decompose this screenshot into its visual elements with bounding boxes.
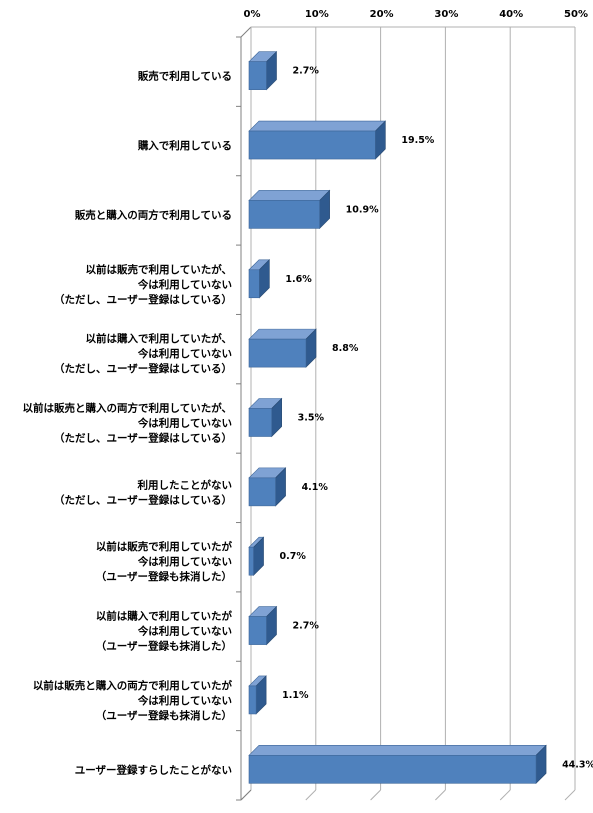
x-tick-label: 20%: [370, 9, 394, 20]
bar: [248, 397, 283, 438]
data-label: 3.5%: [298, 413, 325, 424]
category-label-line: 今は利用していない: [137, 417, 232, 430]
category-label-line: （ただし、ユーザー登録はしている）: [54, 493, 232, 506]
category-label-line: 以前は購入で利用していたが: [96, 610, 233, 623]
category-label-line: 今は利用していない: [137, 694, 232, 707]
x-tick-label: 10%: [305, 9, 329, 20]
x-tick-label: 40%: [499, 9, 523, 20]
category-label-line: 利用したことがない: [138, 478, 233, 491]
x-tick-labels: 0% 10% 20% 30% 40% 50%: [244, 9, 588, 20]
category-label-line: 購入で利用している: [137, 139, 232, 152]
category-label-line: （ユーザー登録も抹消した）: [96, 709, 232, 722]
bar: [248, 744, 547, 785]
bar: [248, 189, 331, 230]
floor-gridline: [499, 789, 511, 801]
bar-front-face: [248, 269, 260, 299]
data-label: 2.7%: [292, 66, 319, 77]
data-label: 44.3%: [562, 759, 593, 770]
category-label-line: 今は利用していない: [137, 278, 232, 291]
category-label-line: 以前は購入で利用していたが、: [86, 332, 232, 345]
category-label-line: （ユーザー登録も抹消した）: [96, 640, 232, 653]
category-label-line: 以前は販売と購入の両方で利用していたが、: [23, 402, 232, 415]
data-label: 1.6%: [285, 274, 312, 285]
bar: [248, 675, 267, 715]
category-label-line: （ただし、ユーザー登録はしている）: [54, 293, 232, 306]
category-label: 販売と購入の両方で利用している: [75, 208, 232, 221]
bar-front-face: [248, 130, 376, 160]
bar-top-face: [248, 190, 331, 201]
bar-front-face: [248, 616, 267, 645]
category-label-line: 今は利用していない: [137, 555, 232, 568]
category-label: 以前は販売で利用していたが、今は利用していない （ただし、ユーザー登録はしている）: [54, 263, 232, 306]
category-label-line: 以前は販売で利用していたが: [96, 540, 233, 553]
data-labels: 2.7% 19.5% 10.9% 1.6% 8.8% 3.5% 4.1% 0.7% 2.7% 1.…: [280, 66, 593, 771]
category-label-line: 販売で利用している: [138, 70, 232, 83]
bar: [248, 328, 317, 368]
category-label: 以前は販売で利用していたが今は利用していない （ユーザー登録も抹消した）: [96, 540, 233, 583]
data-label: 10.9%: [346, 204, 379, 215]
bars: [248, 50, 547, 785]
bar-front-face: [248, 755, 537, 784]
bar-top-face: [248, 745, 547, 756]
floor-gridline: [305, 789, 317, 801]
x-tick-label: 50%: [564, 9, 588, 20]
x-tick-label: 0%: [244, 9, 261, 20]
category-label: 以前は販売と購入の両方で利用していたが今は利用していない （ユーザー登録も抹消した…: [33, 679, 233, 722]
x-tick-label: 30%: [434, 9, 458, 20]
bar: [248, 259, 271, 299]
category-label-line: （ただし、ユーザー登録はしている）: [54, 432, 232, 445]
bar-top-face: [248, 328, 317, 340]
category-label-line: 今は利用していない: [137, 625, 232, 638]
bar-front-face: [248, 338, 307, 368]
bar-front-face: [248, 61, 267, 90]
data-label: 19.5%: [401, 135, 434, 146]
category-labels: 販売で利用している購入で利用している販売と購入の両方で利用している以前は販売で利…: [23, 70, 233, 777]
bar-top-face: [248, 120, 387, 132]
data-label: 2.7%: [292, 621, 319, 632]
bar: [248, 467, 287, 507]
bar: [248, 50, 278, 91]
category-label-line: （ただし、ユーザー登録はしている）: [54, 362, 232, 375]
bar: [248, 120, 387, 160]
category-label-line: ユーザー登録すらしたことがない: [75, 763, 232, 776]
data-label: 0.7%: [280, 551, 307, 562]
category-label: 以前は購入で利用していたが、今は利用していない （ただし、ユーザー登録はしている）: [54, 332, 232, 375]
category-label-line: 以前は販売と購入の両方で利用していたが: [33, 679, 233, 692]
data-label: 1.1%: [282, 690, 309, 701]
bar-front-face: [248, 546, 254, 576]
category-label-line: 今は利用していない: [137, 347, 232, 360]
bar-front-face: [248, 685, 257, 715]
category-label: 以前は購入で利用していたが今は利用していない （ユーザー登録も抹消した）: [96, 610, 233, 653]
data-label: 8.8%: [332, 343, 359, 354]
category-label: 購入で利用している: [137, 139, 232, 152]
floor-left-edge: [240, 789, 252, 801]
bar-front-face: [248, 477, 276, 507]
floor-gridline: [370, 789, 381, 801]
category-label: 利用したことがない （ただし、ユーザー登録はしている）: [54, 478, 232, 506]
bar-front-face: [248, 200, 320, 229]
category-label: ユーザー登録すらしたことがない: [75, 763, 232, 776]
floor-gridline: [435, 789, 446, 801]
bar: [248, 536, 265, 576]
category-label-line: 以前は販売で利用していたが、: [86, 263, 232, 276]
category-label: 販売で利用している: [138, 70, 232, 83]
floor-gridline: [564, 789, 576, 801]
data-label: 4.1%: [302, 482, 329, 493]
category-label: 以前は販売と購入の両方で利用していたが、今は利用していない （ただし、ユーザー登録…: [23, 402, 232, 445]
category-label-line: 販売と購入の両方で利用している: [75, 208, 232, 221]
category-label-line: （ユーザー登録も抹消した）: [96, 570, 232, 583]
bar-front-face: [248, 408, 272, 437]
bar: [248, 605, 278, 646]
